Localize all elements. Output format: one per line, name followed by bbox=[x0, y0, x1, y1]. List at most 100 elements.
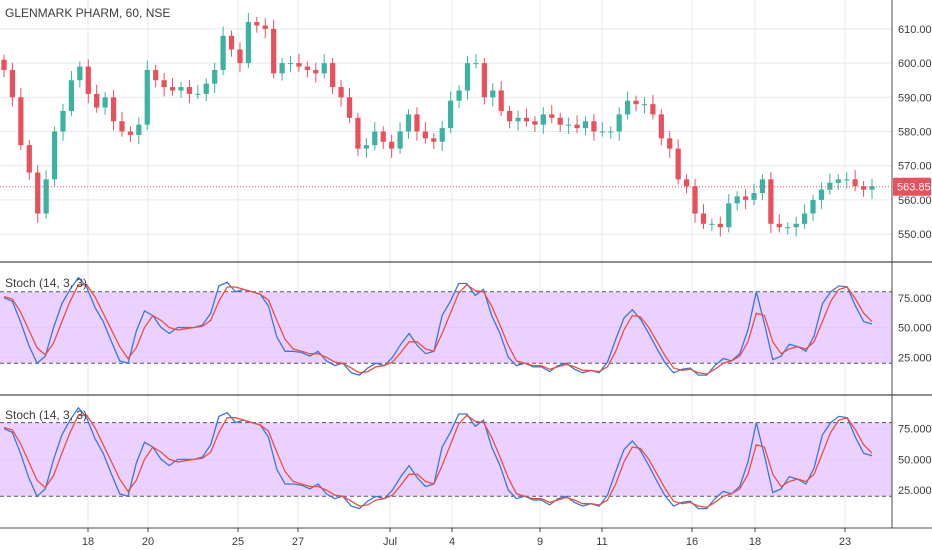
candle[interactable] bbox=[18, 88, 24, 151]
candlestick-series[interactable] bbox=[1, 12, 875, 237]
candle[interactable] bbox=[532, 116, 538, 132]
candle[interactable] bbox=[759, 174, 766, 201]
candle[interactable] bbox=[422, 122, 428, 144]
candle[interactable] bbox=[245, 12, 252, 69]
candle[interactable] bbox=[473, 53, 479, 69]
candle[interactable] bbox=[481, 57, 487, 105]
candle[interactable] bbox=[287, 55, 294, 73]
candle[interactable] bbox=[726, 194, 732, 233]
candle[interactable] bbox=[414, 107, 420, 141]
candle[interactable] bbox=[195, 84, 201, 100]
candle[interactable] bbox=[397, 122, 403, 154]
candle[interactable] bbox=[372, 122, 378, 151]
candle[interactable] bbox=[237, 42, 243, 73]
stoch-d-line[interactable] bbox=[3, 283, 873, 375]
candle[interactable] bbox=[827, 173, 833, 195]
candle[interactable] bbox=[557, 112, 563, 132]
candle[interactable] bbox=[801, 204, 808, 229]
candle[interactable] bbox=[26, 140, 32, 180]
candle[interactable] bbox=[641, 96, 648, 114]
candle[interactable] bbox=[624, 91, 631, 120]
candle[interactable] bbox=[262, 18, 268, 39]
candle[interactable] bbox=[700, 204, 707, 229]
candle[interactable] bbox=[271, 19, 277, 79]
candle[interactable] bbox=[490, 83, 496, 107]
candle[interactable] bbox=[869, 179, 875, 199]
candle[interactable] bbox=[355, 112, 361, 156]
candle[interactable] bbox=[608, 126, 614, 139]
candle[interactable] bbox=[709, 218, 715, 231]
candle[interactable] bbox=[220, 26, 226, 76]
candle[interactable] bbox=[321, 53, 327, 79]
candle[interactable] bbox=[119, 112, 125, 137]
stoch-k-line[interactable] bbox=[3, 406, 873, 510]
candle[interactable] bbox=[616, 107, 622, 141]
candle[interactable] bbox=[785, 222, 791, 235]
candle[interactable] bbox=[102, 92, 108, 115]
candle[interactable] bbox=[717, 216, 723, 237]
candle[interactable] bbox=[540, 107, 546, 134]
candle[interactable] bbox=[254, 16, 260, 33]
candle[interactable] bbox=[658, 109, 664, 146]
candle[interactable] bbox=[85, 59, 91, 104]
candle[interactable] bbox=[304, 61, 310, 78]
candle[interactable] bbox=[1, 54, 7, 78]
candle[interactable] bbox=[178, 81, 184, 98]
candle[interactable] bbox=[68, 70, 75, 117]
stoch-d-line[interactable] bbox=[3, 414, 873, 508]
candle[interactable] bbox=[144, 60, 150, 130]
candle[interactable] bbox=[498, 81, 504, 117]
candle[interactable] bbox=[389, 134, 395, 158]
candle[interactable] bbox=[405, 109, 412, 139]
candle[interactable] bbox=[94, 84, 100, 113]
candle[interactable] bbox=[338, 79, 344, 107]
candle[interactable] bbox=[296, 53, 302, 72]
candle[interactable] bbox=[35, 165, 41, 223]
candle[interactable] bbox=[51, 126, 58, 187]
candle[interactable] bbox=[574, 115, 580, 134]
candle[interactable] bbox=[448, 91, 454, 134]
candle[interactable] bbox=[852, 170, 858, 192]
candle[interactable] bbox=[507, 105, 513, 129]
candle[interactable] bbox=[127, 126, 134, 143]
candle[interactable] bbox=[523, 108, 530, 127]
candle[interactable] bbox=[818, 182, 825, 210]
candle[interactable] bbox=[110, 90, 117, 131]
candle[interactable] bbox=[186, 79, 193, 104]
candle[interactable] bbox=[675, 139, 681, 185]
candle[interactable] bbox=[161, 73, 167, 97]
candle[interactable] bbox=[650, 94, 656, 120]
candle[interactable] bbox=[515, 110, 521, 131]
candle[interactable] bbox=[136, 117, 142, 145]
candle[interactable] bbox=[734, 191, 740, 211]
candle[interactable] bbox=[228, 30, 235, 57]
candle[interactable] bbox=[683, 174, 690, 194]
candle[interactable] bbox=[549, 105, 555, 123]
candle[interactable] bbox=[439, 120, 445, 151]
candle[interactable] bbox=[751, 183, 757, 206]
candle[interactable] bbox=[582, 116, 589, 136]
candle[interactable] bbox=[330, 57, 336, 95]
candle[interactable] bbox=[153, 64, 159, 88]
candle[interactable] bbox=[169, 77, 176, 96]
candle[interactable] bbox=[212, 62, 218, 93]
candle[interactable] bbox=[692, 179, 698, 223]
candle[interactable] bbox=[742, 189, 749, 210]
candle[interactable] bbox=[279, 57, 285, 81]
candle[interactable] bbox=[9, 62, 16, 107]
candle[interactable] bbox=[313, 62, 319, 83]
candle[interactable] bbox=[431, 133, 437, 149]
candle[interactable] bbox=[810, 194, 816, 221]
stoch-k-line[interactable] bbox=[3, 276, 873, 376]
candle[interactable] bbox=[43, 170, 49, 219]
candle[interactable] bbox=[768, 172, 774, 234]
candle[interactable] bbox=[77, 61, 83, 88]
candle[interactable] bbox=[667, 131, 673, 158]
candle[interactable] bbox=[633, 95, 639, 112]
candle[interactable] bbox=[60, 103, 66, 141]
candle[interactable] bbox=[835, 174, 841, 190]
candle[interactable] bbox=[599, 122, 605, 137]
candle[interactable] bbox=[464, 55, 471, 100]
candle[interactable] bbox=[203, 78, 209, 102]
